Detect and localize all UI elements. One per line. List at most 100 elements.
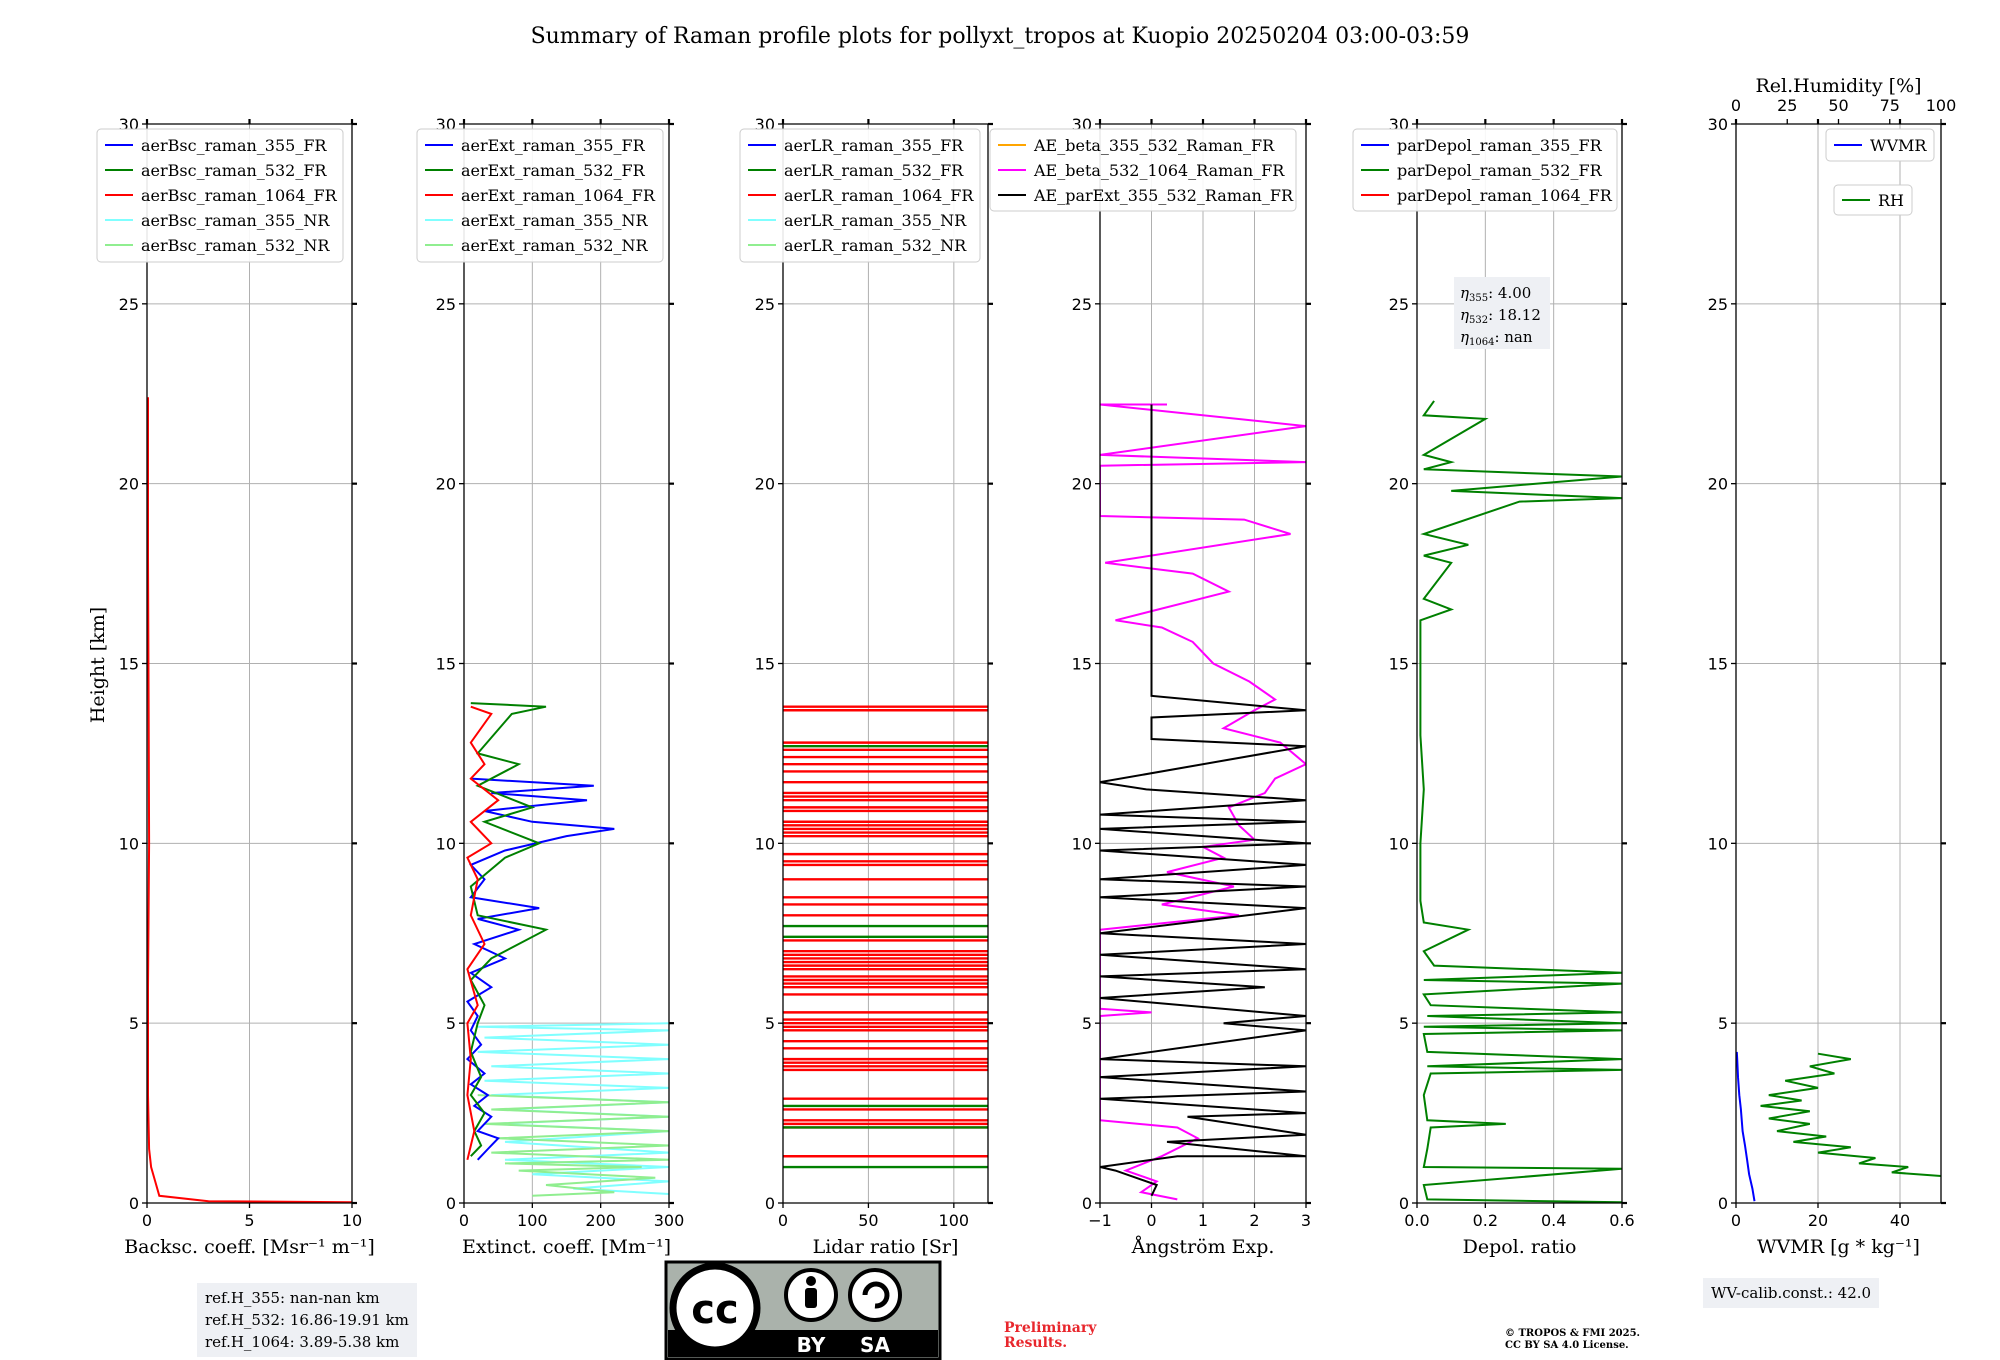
ref-height-1064: ref.H_1064: 3.89-5.38 km [205,1333,400,1351]
legend-box [96,128,344,263]
ytick-label-10: 10 [1072,834,1092,853]
ytick-label-5: 5 [765,1014,775,1033]
series-AE_beta_532_1064_Raman_FR [1100,403,1306,1201]
data-layer-wv [1736,1051,1941,1202]
ytick-label-15: 15 [755,655,775,674]
xlabel-wv: WVMR [g * kg⁻¹] [1757,1236,1920,1258]
sa-arrow [862,1281,890,1309]
series-parDepol_raman_532_FR [1419,400,1622,1203]
by-person-body [805,1288,817,1308]
series-aerBsc_raman_1064_FR [147,397,352,1203]
legend-entry-parDepol_raman_532_FR: parDepol_raman_532_FR [1397,161,1603,180]
copyright-note: © TROPOS & FMI 2025. CC BY SA 4.0 Licens… [1505,1328,1640,1352]
series-WVMR [1736,1051,1756,1202]
legend-entry-AE_parExt_355_532_Raman_FR: AE_parExt_355_532_Raman_FR [1033,186,1294,205]
legend-entry-aerBsc_raman_1064_FR: aerBsc_raman_1064_FR [141,186,338,205]
eta-1064: η1064: nan [1460,328,1533,348]
ytick-label-25: 25 [1072,295,1092,314]
ytick-label-20: 20 [755,475,775,494]
legend-entry-aerBsc_raman_532_NR: aerBsc_raman_532_NR [141,236,330,255]
copyright-line-1: © TROPOS & FMI 2025. [1505,1328,1641,1339]
sa-label: SA [860,1333,890,1357]
legend-entry-RH: RH [1878,191,1904,210]
legend-entry-aerLR_raman_355_NR: aerLR_raman_355_NR [784,211,967,230]
ytick-label-10: 10 [436,834,456,853]
cc-by-sa-badge: cc BY SA [664,1260,942,1360]
series-aerExt_raman_1064_FR [466,705,500,1161]
ytick-label-5: 5 [1718,1014,1728,1033]
by-person-head [806,1276,816,1286]
ytick-label-10: 10 [1389,834,1409,853]
by-label: BY [797,1333,826,1357]
legend-entry-aerLR_raman_1064_FR: aerLR_raman_1064_FR [784,186,974,205]
ytick-label-15: 15 [1389,655,1409,674]
reference-height-box: ref.H_355: nan-nan km ref.H_532: 16.86-1… [197,1283,417,1357]
legend-entry-aerExt_raman_532_FR: aerExt_raman_532_FR [461,161,646,180]
data-layer-lr [783,705,988,1169]
xtick-label-3: 3 [1301,1211,1311,1230]
cc-icon-text: cc [691,1287,738,1333]
legend-entry-AE_beta_532_1064_Raman_FR: AE_beta_532_1064_Raman_FR [1033,161,1285,180]
series-aerExt_raman_532_FR [469,702,549,1157]
legend-ae: AE_beta_355_532_Raman_FR AE_beta_532_1064… [989,128,1297,212]
xlabel-depol: Depol. ratio [1463,1236,1577,1258]
ytick-label-0: 0 [446,1194,456,1213]
xlabel-ext: Extinct. coeff. [Mm⁻¹] [462,1236,671,1258]
ytick-label-0: 0 [1718,1194,1728,1213]
xtick-label-100: 100 [517,1211,548,1230]
top-xtick-label-25: 25 [1777,96,1797,115]
legend-box [989,128,1297,212]
top-xtick-label-100: 100 [1926,96,1957,115]
ytick-label-5: 5 [1082,1014,1092,1033]
xlabel-bsc: Backsc. coeff. [Msr⁻¹ m⁻¹] [124,1236,375,1258]
eta-532: η532: 18.12 [1460,306,1541,326]
legend-entry-aerExt_raman_1064_FR: aerExt_raman_1064_FR [461,186,656,205]
xtick-label-40: 40 [1890,1211,1910,1230]
legend-ext: aerExt_raman_355_FR aerExt_raman_532_FRae… [416,128,664,263]
wv-calibration-box: WV-calib.const.: 42.0 [1703,1278,1880,1308]
xtick-label-50: 50 [858,1211,878,1230]
xtick-label-0.6: 0.6 [1609,1211,1634,1230]
xtick-label-20: 20 [1808,1211,1828,1230]
legend-box [1825,128,1935,162]
data-layer-ext [465,702,669,1197]
ytick-label-10: 10 [1708,834,1728,853]
xtick-label-1: 1 [1198,1211,1208,1230]
top-xtick-label-75: 75 [1880,96,1900,115]
ref-height-355: ref.H_355: nan-nan km [205,1289,380,1307]
xtick-label-0.4: 0.4 [1541,1211,1566,1230]
xtick-label-0: 0 [459,1211,469,1230]
legend-box [1352,128,1618,212]
ytick-label-20: 20 [1389,475,1409,494]
xtick-label--1: −1 [1088,1211,1112,1230]
legend-entry-aerExt_raman_355_NR: aerExt_raman_355_NR [461,211,649,230]
legend-entry-aerLR_raman_532_NR: aerLR_raman_532_NR [784,236,967,255]
ytick-label-20: 20 [1708,475,1728,494]
series-aerExt_raman_355_FR [465,777,615,1161]
ytick-label-5: 5 [1399,1014,1409,1033]
ytick-label-15: 15 [436,655,456,674]
ytick-label-25: 25 [119,295,139,314]
ytick-label-20: 20 [436,475,456,494]
ytick-label-15: 15 [1708,655,1728,674]
ytick-label-10: 10 [119,834,139,853]
preliminary-results-note: Preliminary Results. [1004,1321,1096,1351]
ytick-label-0: 0 [765,1194,775,1213]
xtick-label-0: 0.0 [1404,1211,1429,1230]
legend-wv: WVMR RH [1825,128,1935,216]
ytick-label-10: 10 [755,834,775,853]
ytick-label-25: 25 [755,295,775,314]
xlabel-lr: Lidar ratio [Sr] [813,1236,959,1258]
legend-entry-aerExt_raman_355_FR: aerExt_raman_355_FR [461,136,646,155]
xtick-label-2: 2 [1249,1211,1259,1230]
eta-box [1454,277,1550,349]
xtick-label-200: 200 [585,1211,616,1230]
series-AE_parExt_355_532_Raman_FR [1100,404,1306,1197]
